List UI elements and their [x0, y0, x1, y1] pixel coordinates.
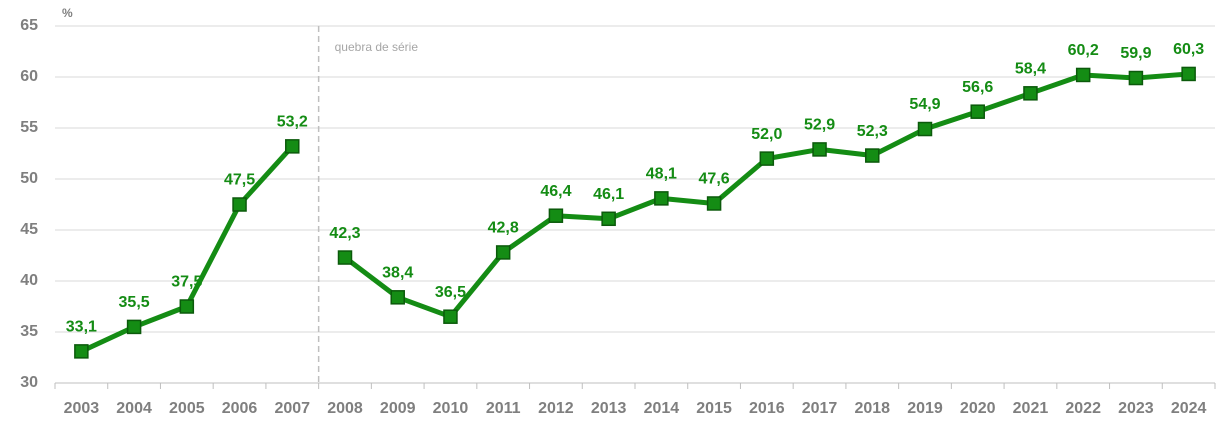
- marker: [548, 208, 564, 223]
- marker: [970, 104, 985, 119]
- marker: [126, 319, 142, 335]
- y-tick-label: 55: [20, 119, 38, 136]
- y-axis-label: %: [62, 6, 73, 20]
- y-tick-label: 65: [20, 17, 38, 34]
- value-label: 56,6: [962, 79, 993, 96]
- value-label: 42,8: [488, 220, 519, 237]
- value-label: 48,1: [646, 166, 677, 183]
- marker: [654, 191, 669, 206]
- value-label: 46,1: [593, 186, 624, 203]
- marker: [1023, 86, 1038, 101]
- x-tick-label: 2024: [1171, 400, 1207, 417]
- x-tick-label: 2018: [854, 400, 890, 417]
- x-tick-label: 2009: [380, 400, 416, 417]
- value-label: 35,5: [119, 294, 150, 311]
- value-label: 60,2: [1068, 42, 1099, 59]
- value-label: 53,2: [277, 114, 308, 131]
- x-tick-label: 2019: [907, 400, 943, 417]
- x-tick-label: 2005: [169, 400, 205, 417]
- y-tick-label: 30: [20, 374, 38, 391]
- marker: [337, 250, 353, 265]
- y-tick-label: 45: [20, 221, 38, 238]
- marker: [1128, 70, 1144, 86]
- x-tick-label: 2011: [486, 400, 521, 417]
- value-label: 60,3: [1173, 41, 1204, 58]
- marker: [759, 151, 775, 166]
- y-tick-label: 50: [20, 170, 38, 187]
- annotation: quebra de série: [335, 40, 419, 54]
- marker: [495, 245, 511, 260]
- marker: [390, 290, 405, 305]
- marker: [1181, 66, 1196, 82]
- x-tick-label: 2015: [696, 400, 732, 417]
- marker: [443, 309, 458, 324]
- x-tick-label: 2006: [222, 400, 258, 417]
- value-label: 52,0: [751, 126, 782, 143]
- x-tick-label: 2020: [960, 400, 996, 417]
- marker: [285, 139, 300, 154]
- value-label: 37,5: [171, 274, 202, 291]
- x-tick-label: 2013: [591, 400, 627, 417]
- x-tick-label: 2012: [538, 400, 574, 417]
- x-tick-label: 2003: [64, 400, 100, 417]
- line: [343, 71, 1189, 320]
- value-label: 52,9: [804, 117, 835, 134]
- value-label: 47,5: [224, 172, 255, 189]
- value-label: 58,4: [1015, 61, 1046, 78]
- marker: [812, 142, 827, 157]
- marker: [74, 344, 89, 359]
- marker: [706, 196, 722, 211]
- marker: [232, 197, 247, 212]
- x-tick-label: 2010: [433, 400, 469, 417]
- marker: [1075, 67, 1091, 83]
- value-label: 36,5: [435, 284, 466, 301]
- marker: [917, 121, 933, 137]
- value-label: 46,4: [540, 183, 571, 200]
- x-tick-label: 2021: [1013, 400, 1049, 417]
- x-tick-label: 2016: [749, 400, 785, 417]
- x-tick-label: 2022: [1065, 400, 1101, 417]
- x-tick-label: 2007: [274, 400, 310, 417]
- value-label: 54,9: [909, 96, 940, 113]
- marker: [601, 211, 616, 227]
- value-label: 47,6: [699, 171, 730, 188]
- line: [80, 144, 295, 354]
- value-label: 38,4: [382, 265, 413, 282]
- value-label: 52,3: [857, 123, 888, 140]
- y-tick-label: 60: [20, 68, 38, 85]
- marker: [179, 299, 195, 314]
- marker: [865, 148, 880, 163]
- x-tick-label: 2023: [1118, 400, 1154, 417]
- x-tick-label: 2004: [116, 400, 152, 417]
- x-tick-label: 2017: [802, 400, 838, 417]
- y-tick-label: 40: [20, 272, 38, 289]
- y-tick-label: 35: [20, 323, 38, 340]
- value-label: 33,1: [66, 319, 97, 336]
- x-tick-label: 2008: [327, 400, 363, 417]
- value-label: 42,3: [329, 225, 360, 242]
- x-tick-label: 2014: [644, 400, 680, 417]
- value-label: 59,9: [1120, 45, 1151, 62]
